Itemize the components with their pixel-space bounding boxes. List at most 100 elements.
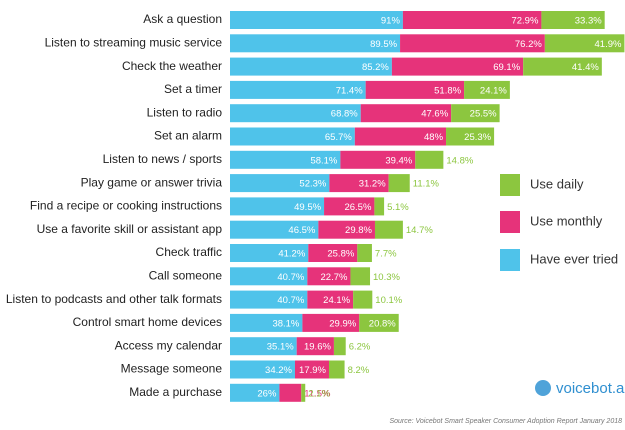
value-label: 26.5% bbox=[344, 202, 371, 213]
value-label: 25.5% bbox=[470, 109, 497, 120]
value-label: 10.3% bbox=[373, 272, 400, 283]
legend-swatch bbox=[500, 249, 520, 271]
bar-segment bbox=[328, 360, 345, 379]
bar-segment bbox=[230, 150, 341, 169]
value-label: 85.2% bbox=[362, 62, 389, 73]
category-label: Find a recipe or cooking instructions bbox=[30, 199, 222, 213]
bar-segment bbox=[329, 174, 389, 193]
bar-segment bbox=[333, 337, 346, 356]
category-label: Listen to news / sports bbox=[103, 152, 222, 166]
bar-segment bbox=[391, 57, 524, 76]
category-label: Ask a question bbox=[143, 12, 222, 26]
value-label: 11.5% bbox=[304, 388, 331, 399]
value-label: 7.7% bbox=[375, 249, 397, 260]
value-label: 47.6% bbox=[421, 109, 448, 120]
logo: voicebot.ai bbox=[556, 380, 625, 397]
legend-label: Use monthly bbox=[530, 213, 603, 228]
value-label: 10.1% bbox=[375, 295, 402, 306]
value-label: 14.8% bbox=[446, 155, 473, 166]
bar-segment bbox=[230, 127, 355, 146]
bar-segment bbox=[308, 244, 358, 262]
bar-segment bbox=[230, 383, 280, 402]
bar-segment bbox=[374, 220, 403, 239]
bar-segment bbox=[230, 337, 297, 356]
value-label: 33.3% bbox=[575, 16, 602, 27]
bar-segment bbox=[388, 174, 410, 193]
bar-segment bbox=[415, 150, 444, 169]
value-label: 40.7% bbox=[277, 295, 304, 306]
logo-icon bbox=[535, 380, 551, 396]
category-label: Made a purchase bbox=[129, 385, 222, 399]
value-label: 46.5% bbox=[288, 225, 315, 236]
category-label: Play game or answer trivia bbox=[81, 175, 223, 189]
value-label: 52.3% bbox=[299, 179, 326, 190]
value-label: 39.4% bbox=[385, 155, 412, 166]
legend-label: Have ever tried bbox=[530, 251, 618, 266]
category-label: Listen to podcasts and other talk format… bbox=[6, 292, 222, 306]
bar-segment bbox=[230, 174, 330, 193]
category-label: Call someone bbox=[149, 268, 223, 282]
value-label: 48% bbox=[424, 132, 444, 143]
bar-segment bbox=[294, 360, 329, 379]
category-label: Check the weather bbox=[122, 59, 222, 73]
bar-segment bbox=[446, 127, 495, 146]
value-label: 41.9% bbox=[595, 39, 622, 50]
value-label: 71.4% bbox=[336, 85, 363, 96]
bar-segment bbox=[353, 290, 373, 309]
value-label: 19.6% bbox=[304, 342, 331, 353]
bar-segment bbox=[340, 150, 416, 169]
bar-segment bbox=[359, 313, 399, 332]
value-label: 40.7% bbox=[277, 272, 304, 283]
bar-segment bbox=[230, 80, 366, 99]
legend-label: Use daily bbox=[530, 176, 584, 191]
value-label: 51.8% bbox=[434, 85, 461, 96]
bar-segment bbox=[302, 313, 360, 332]
value-label: 58.1% bbox=[310, 155, 337, 166]
value-label: 14.7% bbox=[406, 225, 433, 236]
bar-segment bbox=[451, 104, 500, 123]
value-label: 41.4% bbox=[572, 62, 599, 73]
value-label: 38.1% bbox=[272, 318, 299, 329]
value-label: 31.2% bbox=[359, 179, 386, 190]
bar-segment bbox=[360, 104, 452, 123]
category-label: Listen to streaming music service bbox=[45, 35, 223, 49]
bar-segment bbox=[307, 290, 354, 309]
bar-segment bbox=[230, 360, 295, 379]
bar-segment bbox=[354, 127, 447, 146]
category-label: Message someone bbox=[121, 362, 223, 376]
source-note: Source: Voicebot Smart Speaker Consumer … bbox=[389, 418, 622, 425]
bar-segment bbox=[544, 34, 625, 53]
value-label: 41.2% bbox=[278, 249, 305, 260]
bar-segment bbox=[318, 220, 375, 239]
bar-segment bbox=[350, 267, 371, 286]
value-label: 20.8% bbox=[369, 318, 396, 329]
bar-segment bbox=[365, 80, 465, 99]
value-label: 72.9% bbox=[511, 16, 538, 27]
value-label: 8.2% bbox=[348, 365, 370, 376]
category-label: Listen to radio bbox=[147, 105, 223, 119]
value-label: 2.1% bbox=[308, 388, 330, 399]
category-label: Set an alarm bbox=[154, 129, 222, 143]
bar-segment bbox=[230, 11, 403, 29]
bar-segment bbox=[279, 383, 302, 402]
bar-segment bbox=[230, 244, 309, 262]
value-label: 26% bbox=[257, 388, 277, 399]
value-label: 29.9% bbox=[329, 318, 356, 329]
value-label: 65.7% bbox=[325, 132, 352, 143]
bar-segment bbox=[230, 267, 308, 286]
bar-segment bbox=[230, 197, 325, 216]
value-label: 11.1% bbox=[413, 179, 440, 190]
value-label: 76.2% bbox=[515, 39, 542, 50]
category-label: Control smart home devices bbox=[73, 315, 222, 329]
value-label: 34.2% bbox=[265, 365, 292, 376]
value-label: 29.8% bbox=[345, 225, 372, 236]
value-label: 25.8% bbox=[327, 249, 354, 260]
value-label: 24.1% bbox=[480, 85, 507, 96]
bar-segment bbox=[374, 197, 385, 216]
value-label: 35.1% bbox=[267, 342, 294, 353]
bar-segment bbox=[296, 337, 334, 356]
bar-segment bbox=[541, 11, 605, 29]
bar-segment bbox=[523, 57, 602, 76]
bar-segment bbox=[357, 244, 372, 262]
